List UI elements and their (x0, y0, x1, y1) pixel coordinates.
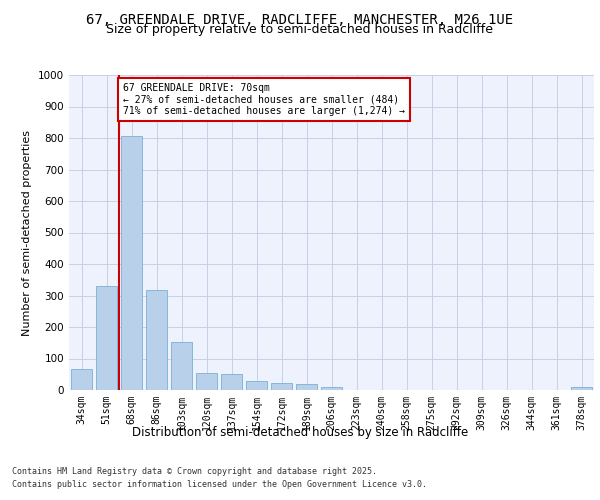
Bar (121, 136, 142, 390)
Y-axis label: Number of semi-detached properties: Number of semi-detached properties (22, 130, 32, 336)
Text: Size of property relative to semi-detached houses in Radcliffe: Size of property relative to semi-detach… (107, 22, 493, 36)
Bar (221, 374, 242, 390)
Bar (171, 342, 192, 390)
Bar (71, 368, 92, 390)
Text: Distribution of semi-detached houses by size in Radcliffe: Distribution of semi-detached houses by … (132, 426, 468, 439)
Text: Contains HM Land Registry data © Crown copyright and database right 2025.: Contains HM Land Registry data © Crown c… (12, 467, 377, 476)
Bar (321, 387, 342, 390)
Bar (146, 290, 167, 390)
Text: 67, GREENDALE DRIVE, RADCLIFFE, MANCHESTER, M26 1UE: 67, GREENDALE DRIVE, RADCLIFFE, MANCHEST… (86, 12, 514, 26)
Text: 67 GREENDALE DRIVE: 70sqm
← 27% of semi-detached houses are smaller (484)
71% of: 67 GREENDALE DRIVE: 70sqm ← 27% of semi-… (123, 83, 405, 116)
Bar (246, 380, 267, 390)
Bar (271, 383, 292, 390)
Bar (296, 384, 317, 390)
Bar (196, 372, 217, 390)
Bar (571, 388, 592, 390)
Text: Contains public sector information licensed under the Open Government Licence v3: Contains public sector information licen… (12, 480, 427, 489)
Bar (96, 286, 117, 390)
